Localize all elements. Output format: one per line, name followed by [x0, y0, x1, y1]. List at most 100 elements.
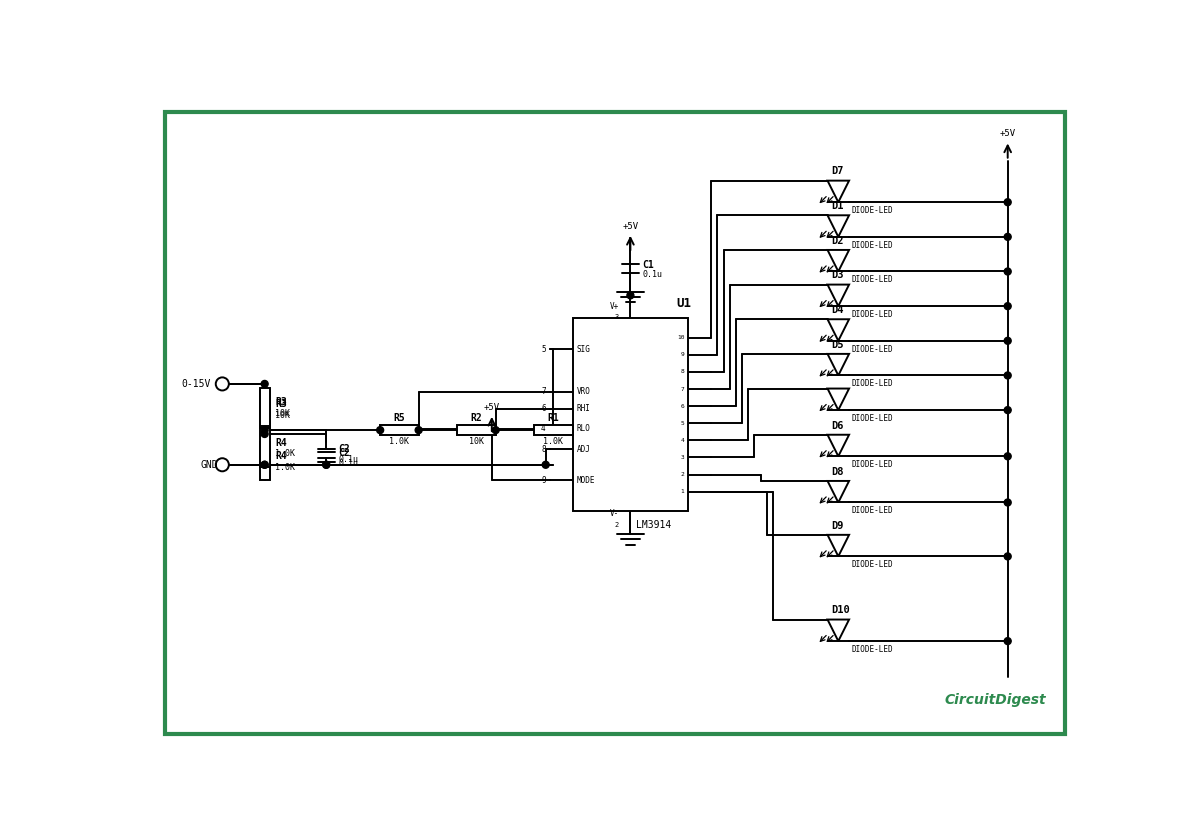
Text: D10: D10 — [832, 605, 850, 615]
Text: 4: 4 — [680, 438, 684, 443]
Text: D2: D2 — [832, 235, 844, 246]
Text: R4: R4 — [275, 437, 287, 447]
Text: DIODE-LED: DIODE-LED — [851, 310, 893, 319]
Text: D8: D8 — [832, 467, 844, 477]
Text: 2: 2 — [614, 522, 619, 528]
Bar — [534, 425, 572, 435]
Text: 10K: 10K — [275, 409, 290, 417]
Text: D6: D6 — [832, 421, 844, 431]
Circle shape — [1004, 553, 1012, 560]
Text: DIODE-LED: DIODE-LED — [851, 645, 893, 654]
Text: 7: 7 — [680, 386, 684, 391]
Circle shape — [1004, 268, 1012, 275]
Text: 0-15V: 0-15V — [181, 379, 211, 389]
Circle shape — [1004, 199, 1012, 205]
Text: DIODE-LED: DIODE-LED — [851, 380, 893, 388]
Text: C1: C1 — [643, 260, 654, 270]
Text: R3: R3 — [275, 400, 287, 409]
Text: DIODE-LED: DIODE-LED — [851, 414, 893, 423]
Bar — [259, 428, 270, 467]
Bar — [572, 318, 688, 511]
Text: D4: D4 — [832, 305, 844, 315]
Text: 8: 8 — [680, 370, 684, 375]
Text: 1.0K: 1.0K — [275, 463, 295, 472]
Circle shape — [323, 461, 330, 468]
Circle shape — [262, 461, 268, 468]
Text: R4: R4 — [275, 452, 287, 461]
Text: DIODE-LED: DIODE-LED — [851, 206, 893, 215]
Text: 0.1u: 0.1u — [338, 455, 359, 464]
Text: C2: C2 — [338, 448, 350, 458]
Text: SIG: SIG — [576, 344, 590, 354]
Circle shape — [1004, 453, 1012, 460]
Text: D7: D7 — [832, 167, 844, 177]
Text: 0.1u: 0.1u — [643, 270, 662, 279]
Text: U1: U1 — [677, 297, 692, 309]
Text: +5V: +5V — [1000, 129, 1015, 138]
Text: R2: R2 — [470, 413, 482, 423]
Text: RLO: RLO — [576, 424, 590, 433]
Text: 0.1u: 0.1u — [338, 458, 359, 468]
Text: R3: R3 — [275, 397, 287, 407]
Text: ADJ: ADJ — [576, 445, 590, 454]
Text: DIODE-LED: DIODE-LED — [851, 241, 893, 250]
Text: GND: GND — [200, 460, 218, 470]
Circle shape — [262, 461, 268, 468]
Circle shape — [542, 461, 550, 468]
Text: R1: R1 — [547, 413, 559, 423]
Circle shape — [1004, 303, 1012, 309]
Circle shape — [415, 427, 422, 433]
Text: 2: 2 — [680, 472, 684, 477]
Circle shape — [1004, 372, 1012, 379]
Circle shape — [323, 461, 330, 468]
Text: 7: 7 — [541, 387, 546, 396]
Text: DIODE-LED: DIODE-LED — [851, 276, 893, 284]
Text: 8: 8 — [541, 445, 546, 454]
Text: V-: V- — [610, 509, 619, 518]
Text: 10K: 10K — [275, 411, 290, 420]
Text: 3: 3 — [614, 314, 619, 320]
Text: D9: D9 — [832, 520, 844, 530]
Text: 9: 9 — [541, 476, 546, 484]
Circle shape — [1004, 499, 1012, 506]
Circle shape — [1004, 638, 1012, 644]
Text: DIODE-LED: DIODE-LED — [851, 561, 893, 569]
Text: 5: 5 — [680, 421, 684, 426]
Text: CircuitDigest: CircuitDigest — [944, 693, 1046, 707]
Circle shape — [1004, 234, 1012, 241]
Circle shape — [262, 427, 268, 433]
Text: VRO: VRO — [576, 387, 590, 396]
Circle shape — [1004, 338, 1012, 344]
Text: MODE: MODE — [576, 476, 595, 484]
Text: LM3914: LM3914 — [636, 520, 671, 530]
Text: RHI: RHI — [576, 404, 590, 413]
Circle shape — [262, 380, 268, 387]
Text: 1: 1 — [680, 489, 684, 494]
Bar — [259, 442, 270, 480]
Text: 6: 6 — [541, 404, 546, 413]
Text: DIODE-LED: DIODE-LED — [851, 344, 893, 354]
Text: 3: 3 — [680, 455, 684, 460]
Text: C2: C2 — [338, 444, 350, 454]
Text: 6: 6 — [680, 404, 684, 409]
Text: +5V: +5V — [623, 221, 638, 230]
Text: 1.0K: 1.0K — [544, 437, 564, 446]
Circle shape — [626, 292, 634, 299]
Text: 4: 4 — [541, 424, 546, 433]
Text: +5V: +5V — [484, 402, 500, 411]
Text: 5: 5 — [541, 344, 546, 354]
Circle shape — [377, 427, 384, 433]
Text: D5: D5 — [832, 339, 844, 349]
Text: 1.0K: 1.0K — [275, 449, 295, 458]
Bar — [380, 425, 419, 435]
Circle shape — [262, 431, 268, 437]
Bar — [457, 425, 496, 435]
Bar — [259, 390, 270, 428]
Text: V+: V+ — [610, 303, 619, 312]
Text: 10: 10 — [677, 335, 684, 340]
Circle shape — [1004, 406, 1012, 414]
Text: DIODE-LED: DIODE-LED — [851, 460, 893, 469]
Text: D1: D1 — [832, 201, 844, 211]
Bar — [259, 388, 270, 427]
Text: 10K: 10K — [469, 437, 484, 446]
